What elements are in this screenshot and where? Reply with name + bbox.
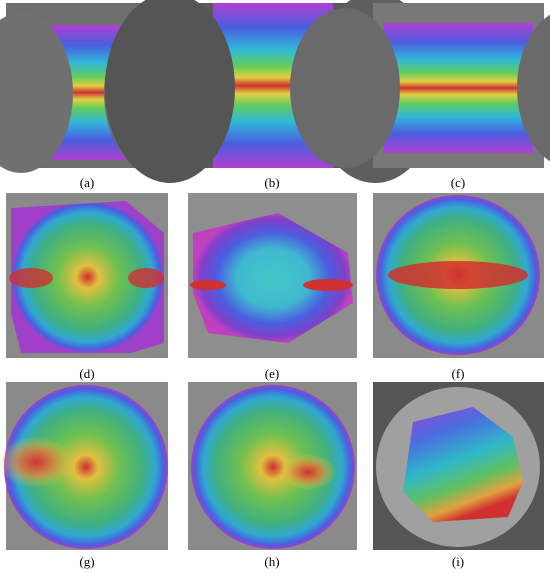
panel-label: (h): [264, 554, 279, 569]
panel-image: [188, 382, 357, 550]
panel-label: (a): [80, 175, 94, 190]
panel-label: (g): [79, 554, 94, 569]
panel-label: (e): [265, 366, 279, 381]
panel-label: (f): [452, 366, 465, 381]
panel-label: (d): [79, 366, 94, 381]
panel-image: [0, 382, 168, 550]
panel-label: (b): [264, 175, 279, 190]
panel-image: [373, 193, 544, 358]
panel-label: (i): [452, 554, 464, 569]
panel-image: [290, 3, 550, 168]
panel-label: (c): [451, 175, 465, 190]
panel-image: [188, 193, 357, 358]
panel-image: [373, 382, 544, 550]
panel-image: [6, 193, 168, 358]
